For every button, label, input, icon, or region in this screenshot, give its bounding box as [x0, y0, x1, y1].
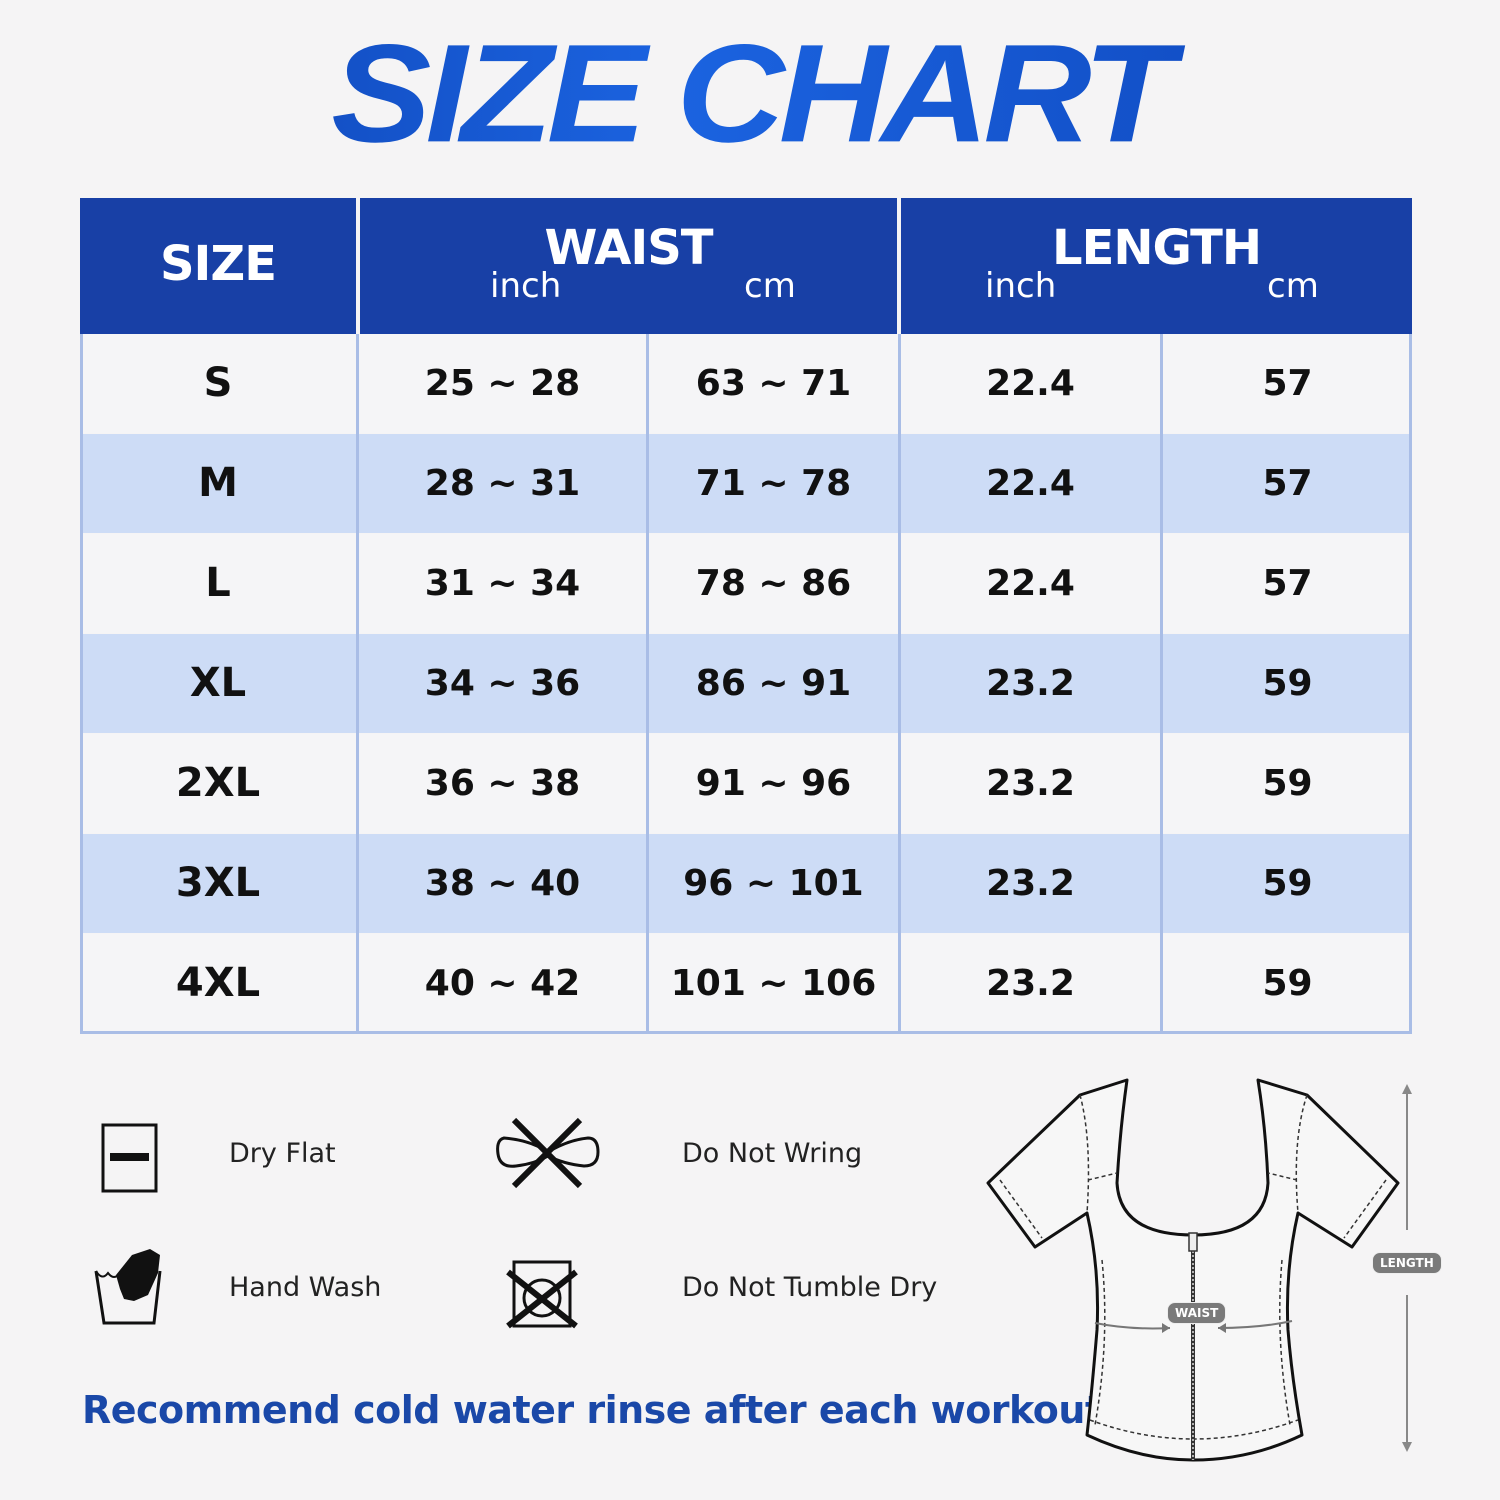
cell-waist-inch: 36 ~ 38	[424, 763, 581, 804]
cell-waist-cm: 96 ~ 101	[683, 863, 864, 904]
cell-waist-cm: 101 ~ 106	[670, 963, 877, 1004]
cell-waist-inch: 28 ~ 31	[424, 463, 581, 504]
header-length-label: LENGTH	[1051, 220, 1262, 276]
cell-size: S	[203, 360, 233, 406]
cell-waist-cm: 78 ~ 86	[695, 563, 852, 604]
cell-length-inch: 23.2	[986, 763, 1075, 804]
table-row: 4XL 40 ~ 42 101 ~ 106 23.2 59	[80, 934, 1412, 1033]
cell-length-inch: 22.4	[986, 463, 1075, 504]
care-label-hand-wash: Hand Wash	[229, 1272, 382, 1303]
cell-waist-inch: 40 ~ 42	[424, 963, 581, 1004]
cell-waist-cm: 63 ~ 71	[695, 363, 852, 404]
header-length: LENGTH inch cm	[901, 198, 1412, 334]
table-row: 3XL 38 ~ 40 96 ~ 101 23.2 59	[80, 834, 1412, 933]
table-row: 2XL 36 ~ 38 91 ~ 96 23.2 59	[80, 734, 1412, 833]
header-length-inch: inch	[985, 266, 1057, 306]
cell-length-cm: 59	[1262, 663, 1313, 704]
cell-waist-inch: 34 ~ 36	[424, 663, 581, 704]
hand-wash-icon	[94, 1249, 162, 1325]
column-divider	[356, 334, 359, 1034]
cell-waist-cm: 71 ~ 78	[695, 463, 852, 504]
cell-size: L	[205, 560, 231, 606]
cell-length-inch: 22.4	[986, 363, 1075, 404]
cell-waist-inch: 25 ~ 28	[424, 363, 581, 404]
cell-length-cm: 57	[1262, 563, 1313, 604]
cell-length-cm: 59	[1262, 863, 1313, 904]
care-label-dry-flat: Dry Flat	[229, 1138, 336, 1169]
column-divider	[898, 334, 901, 1034]
cell-size: 4XL	[175, 960, 261, 1006]
cell-waist-inch: 38 ~ 40	[424, 863, 581, 904]
header-waist-inch: inch	[490, 266, 562, 306]
cell-length-cm: 57	[1262, 363, 1313, 404]
table-border	[80, 334, 1412, 1034]
length-label: LENGTH	[1372, 1252, 1442, 1274]
cell-size: M	[198, 460, 238, 506]
care-label-do-not-tumble-dry: Do Not Tumble Dry	[682, 1272, 938, 1303]
cell-length-inch: 23.2	[986, 863, 1075, 904]
table-row: M 28 ~ 31 71 ~ 78 22.4 57	[80, 434, 1412, 533]
dry-flat-icon	[101, 1123, 158, 1193]
cell-length-inch: 23.2	[986, 663, 1075, 704]
header-length-cm: cm	[1267, 266, 1319, 306]
header-waist-label: WAIST	[544, 220, 713, 276]
cell-waist-cm: 86 ~ 91	[695, 663, 852, 704]
do-not-wring-icon	[496, 1117, 600, 1189]
column-divider	[1160, 334, 1163, 1034]
care-label-do-not-wring: Do Not Wring	[682, 1138, 863, 1169]
care-note: Recommend cold water rinse after each wo…	[82, 1388, 1117, 1432]
cell-length-inch: 22.4	[986, 563, 1075, 604]
cell-size: XL	[189, 660, 247, 706]
table-row: XL 34 ~ 36 86 ~ 91 23.2 59	[80, 634, 1412, 733]
header-waist-cm: cm	[744, 266, 796, 306]
waist-label: WAIST	[1167, 1302, 1227, 1324]
column-divider	[646, 334, 649, 1034]
header-waist: WAIST inch cm	[360, 198, 897, 334]
cell-length-inch: 23.2	[986, 963, 1075, 1004]
cell-waist-inch: 31 ~ 34	[424, 563, 581, 604]
do-not-tumble-dry-icon	[506, 1260, 578, 1329]
table-row: S 25 ~ 28 63 ~ 71 22.4 57	[80, 334, 1412, 433]
cell-waist-cm: 91 ~ 96	[695, 763, 852, 804]
cell-size: 3XL	[175, 860, 261, 906]
cell-length-cm: 57	[1262, 463, 1313, 504]
cell-length-cm: 59	[1262, 763, 1313, 804]
page-title: SIZE CHART	[0, 23, 1500, 163]
table-row: L 31 ~ 34 78 ~ 86 22.4 57	[80, 534, 1412, 633]
header-size: SIZE	[80, 198, 356, 334]
garment-diagram	[986, 1078, 1412, 1462]
cell-length-cm: 59	[1262, 963, 1313, 1004]
cell-size: 2XL	[175, 760, 261, 806]
size-table: SIZE WAIST inch cm LENGTH inch cm S 25 ~ …	[80, 198, 1412, 1034]
header-size-label: SIZE	[159, 236, 277, 292]
